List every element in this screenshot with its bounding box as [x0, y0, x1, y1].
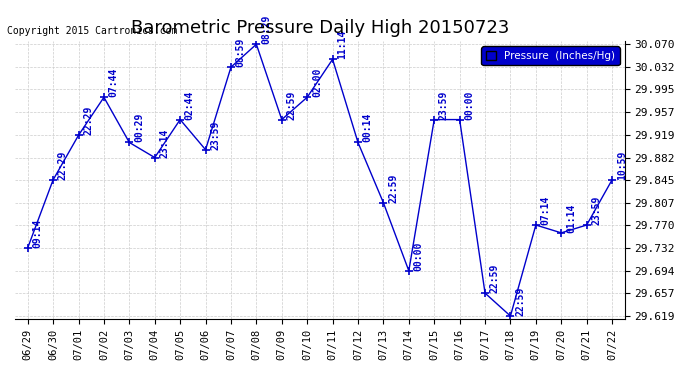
Text: 00:14: 00:14 [363, 113, 373, 142]
Text: 23:14: 23:14 [159, 128, 170, 158]
Text: 11:14: 11:14 [337, 30, 347, 59]
Text: 08:29: 08:29 [261, 15, 271, 44]
Title: Barometric Pressure Daily High 20150723: Barometric Pressure Daily High 20150723 [130, 19, 509, 37]
Text: Copyright 2015 Cartronics.com: Copyright 2015 Cartronics.com [7, 26, 177, 36]
Text: 22:29: 22:29 [58, 150, 68, 180]
Text: 07:44: 07:44 [108, 68, 119, 97]
Text: 07:14: 07:14 [540, 196, 551, 225]
Legend: Pressure  (Inches/Hg): Pressure (Inches/Hg) [482, 46, 620, 65]
Text: 22:59: 22:59 [490, 264, 500, 293]
Text: 23:59: 23:59 [591, 196, 602, 225]
Text: 02:44: 02:44 [185, 90, 195, 120]
Text: 01:14: 01:14 [566, 204, 576, 233]
Text: 23:59: 23:59 [439, 90, 449, 120]
Text: 22:59: 22:59 [286, 90, 297, 120]
Text: 23:59: 23:59 [210, 120, 220, 150]
Text: 02:00: 02:00 [312, 68, 322, 97]
Text: 22:59: 22:59 [515, 286, 525, 316]
Text: 00:00: 00:00 [413, 242, 424, 271]
Text: 10:59: 10:59 [617, 150, 627, 180]
Text: 22:59: 22:59 [388, 173, 398, 203]
Text: 08:59: 08:59 [236, 38, 246, 67]
Text: 00:29: 00:29 [134, 113, 144, 142]
Text: 22:29: 22:29 [83, 106, 93, 135]
Text: 09:14: 09:14 [32, 219, 42, 248]
Text: 00:00: 00:00 [464, 90, 474, 120]
